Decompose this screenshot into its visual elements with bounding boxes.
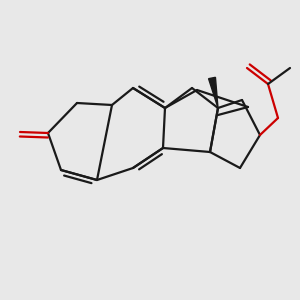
Polygon shape	[208, 77, 218, 108]
